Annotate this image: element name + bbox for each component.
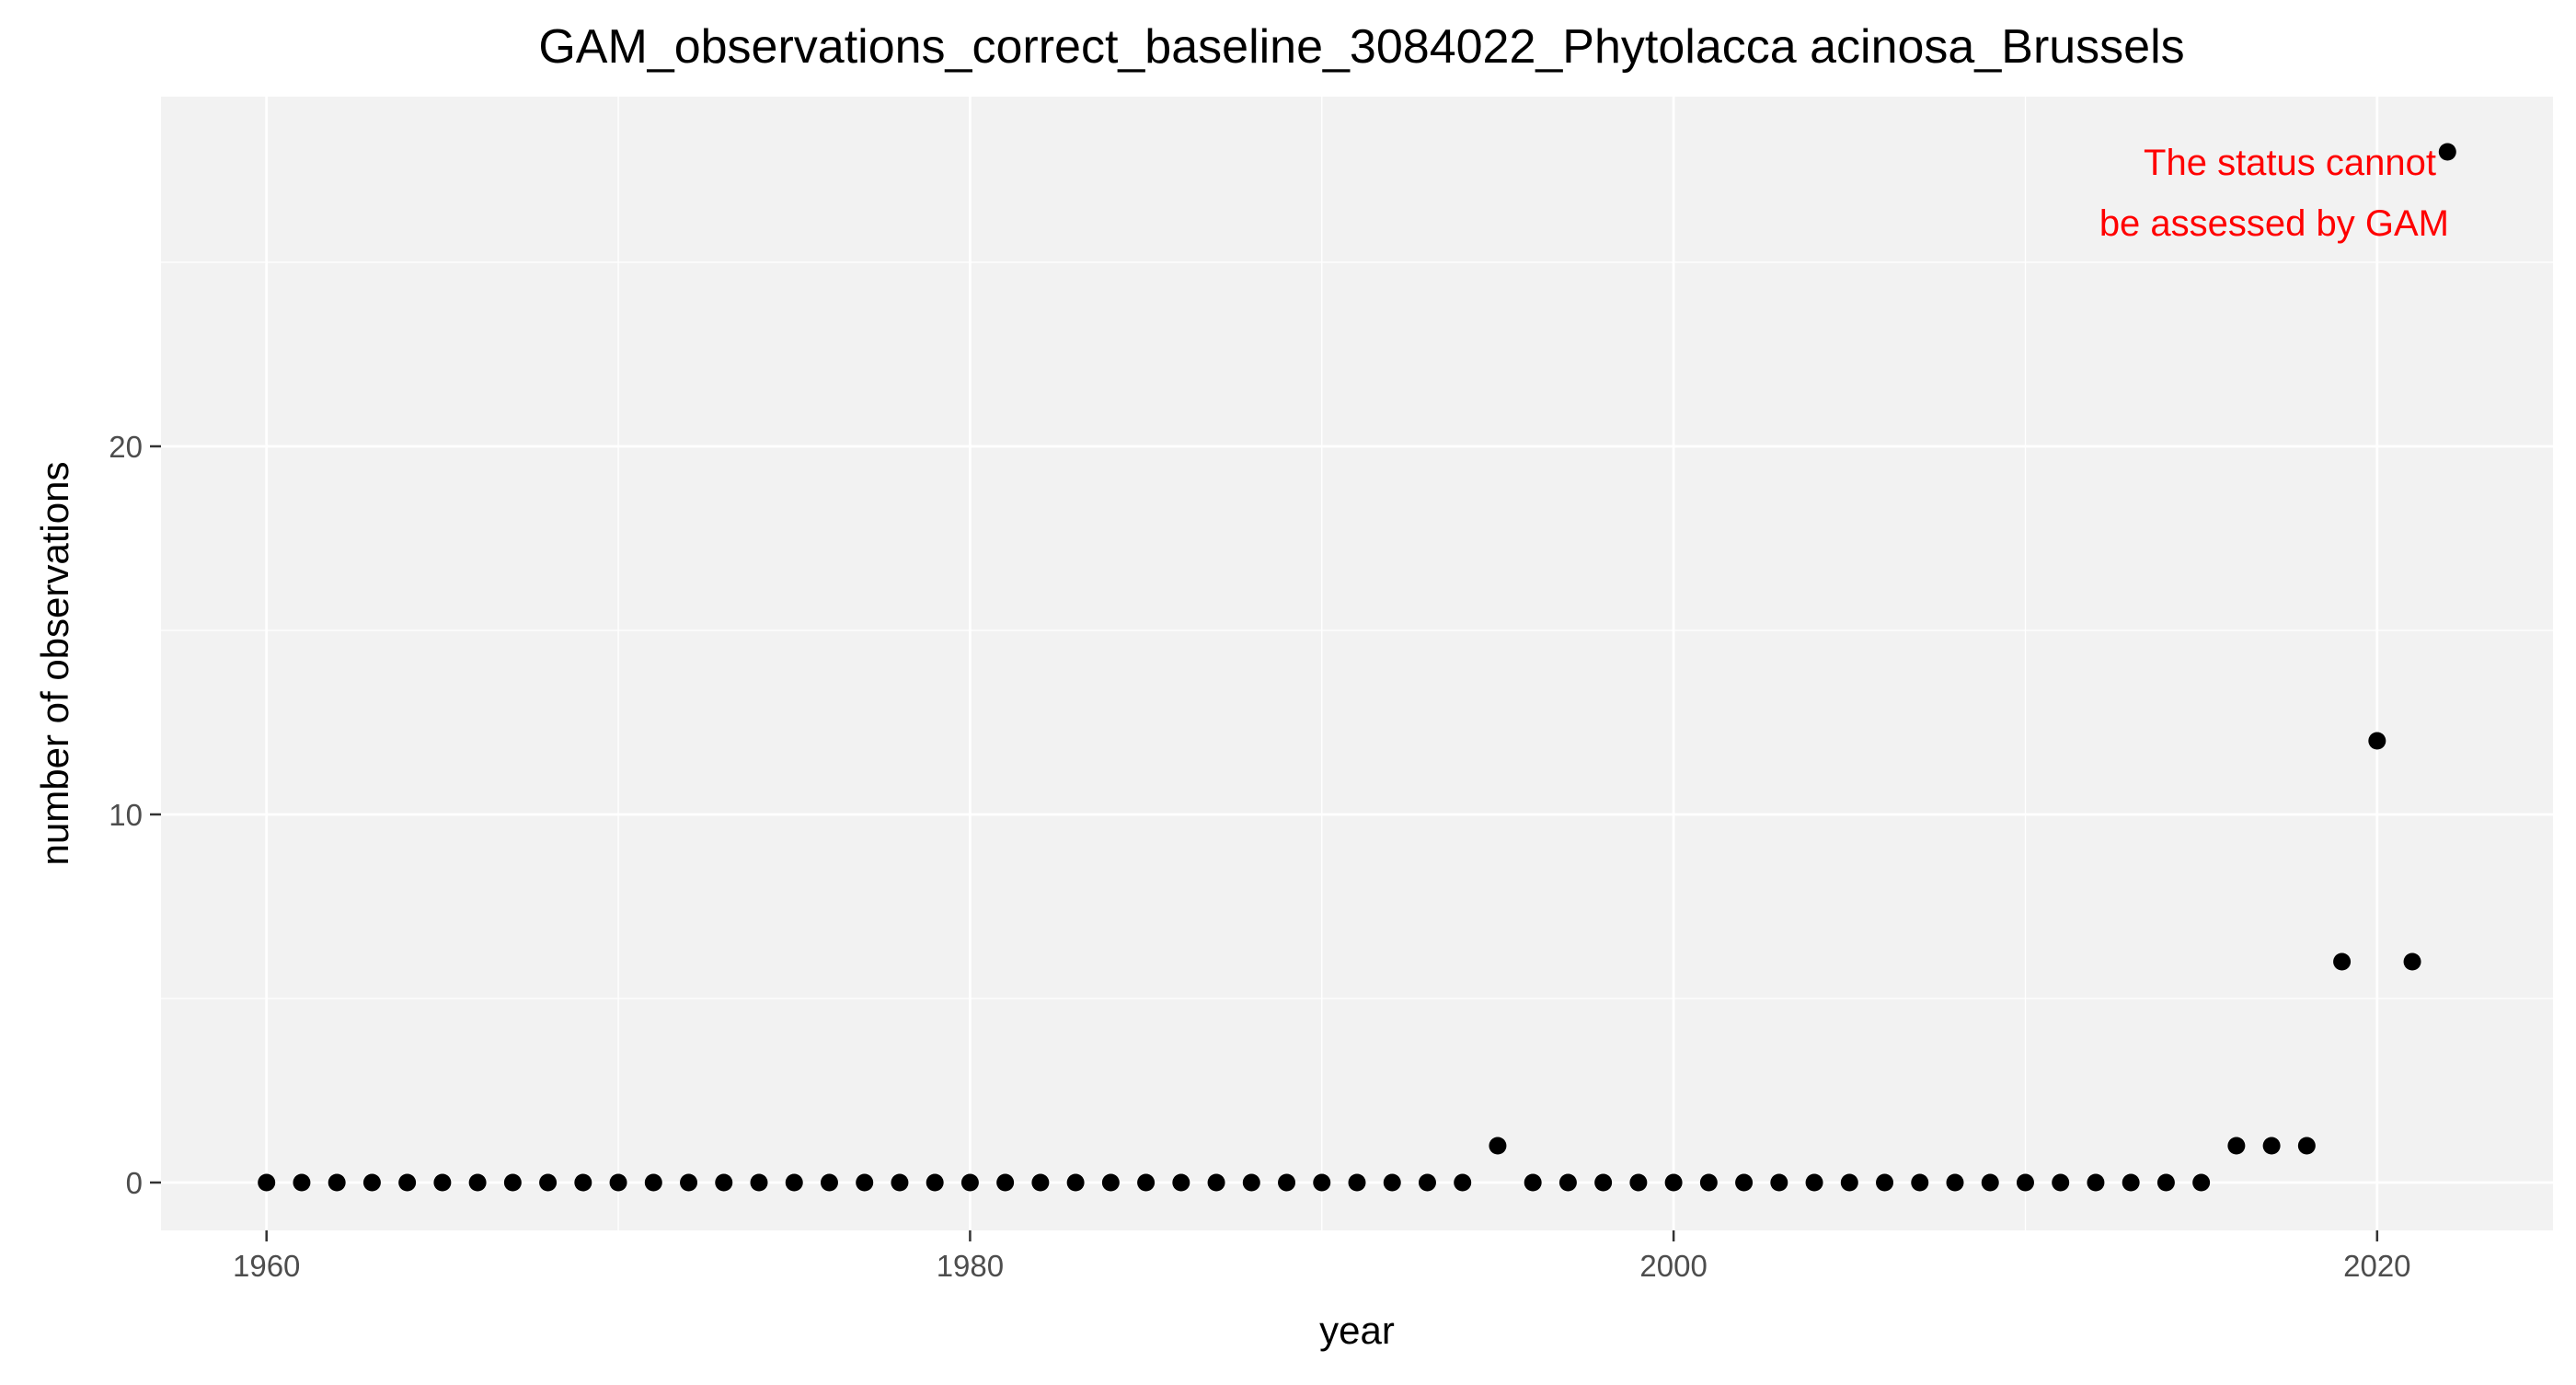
axes: 1960 1980 2000 2020 0 10 20 (109, 430, 2410, 1283)
data-point (1137, 1173, 1156, 1192)
data-point (433, 1173, 452, 1192)
data-point (891, 1173, 909, 1192)
data-point (258, 1173, 276, 1192)
y-axis-label: number of observations (33, 462, 76, 866)
data-point (1454, 1173, 1472, 1192)
data-point (1101, 1173, 1120, 1192)
data-point (1770, 1173, 1788, 1192)
data-point (1418, 1173, 1436, 1192)
data-point (293, 1173, 311, 1192)
data-point (1699, 1173, 1718, 1192)
data-point (1489, 1137, 1507, 1155)
data-point (1840, 1173, 1858, 1192)
data-point (1348, 1173, 1366, 1192)
data-point (2262, 1137, 2281, 1155)
data-point (468, 1173, 487, 1192)
data-point (1805, 1173, 1823, 1192)
data-point (398, 1173, 417, 1192)
data-point (644, 1173, 662, 1192)
data-point (2192, 1173, 2211, 1192)
data-point (856, 1173, 874, 1192)
data-point (609, 1173, 627, 1192)
data-point (1242, 1173, 1260, 1192)
data-point (2297, 1137, 2316, 1155)
data-point (1981, 1173, 1999, 1192)
data-point (680, 1173, 698, 1192)
data-point (2333, 952, 2352, 971)
data-point (574, 1173, 592, 1192)
data-points (258, 143, 2456, 1192)
data-point (926, 1173, 944, 1192)
data-point (2156, 1173, 2175, 1192)
data-point (2438, 143, 2456, 161)
data-point (1946, 1173, 1964, 1192)
x-axis-label: year (1319, 1309, 1395, 1352)
data-point (960, 1173, 979, 1192)
data-point (2368, 732, 2386, 750)
x-tick-label: 1960 (233, 1249, 300, 1283)
chart-title: GAM_observations_correct_baseline_308402… (538, 20, 2184, 74)
data-point (1594, 1173, 1613, 1192)
data-point (1172, 1173, 1190, 1192)
x-tick-label: 2000 (1639, 1249, 1707, 1283)
data-point (1066, 1173, 1085, 1192)
data-point (539, 1173, 558, 1192)
data-point (2016, 1173, 2034, 1192)
annotation-line-2: be assessed by GAM (2099, 203, 2449, 244)
data-point (2227, 1137, 2246, 1155)
data-point (1629, 1173, 1648, 1192)
data-point (996, 1173, 1015, 1192)
y-tick-label: 0 (126, 1166, 143, 1200)
data-point (1876, 1173, 1894, 1192)
data-point (1383, 1173, 1401, 1192)
data-point (1207, 1173, 1225, 1192)
data-point (362, 1173, 381, 1192)
data-point (750, 1173, 768, 1192)
y-tick-label: 20 (109, 430, 143, 464)
annotation-line-1: The status cannot (2144, 143, 2436, 183)
x-tick-label: 1980 (937, 1249, 1004, 1283)
data-point (1313, 1173, 1331, 1192)
data-point (1524, 1173, 1542, 1192)
plot-panel (161, 97, 2553, 1230)
data-point (2122, 1173, 2140, 1192)
data-point (820, 1173, 838, 1192)
data-point (1278, 1173, 1296, 1192)
data-point (2052, 1173, 2070, 1192)
grid-lines (161, 97, 2553, 1230)
data-point (1558, 1173, 1577, 1192)
data-point (1911, 1173, 1929, 1192)
data-point (1031, 1173, 1050, 1192)
x-tick-label: 2020 (2343, 1249, 2410, 1283)
data-point (2087, 1173, 2105, 1192)
data-point (2403, 952, 2421, 971)
data-point (1735, 1173, 1754, 1192)
data-point (503, 1173, 522, 1192)
y-tick-label: 10 (109, 798, 143, 832)
data-point (785, 1173, 803, 1192)
data-point (1664, 1173, 1683, 1192)
data-point (328, 1173, 346, 1192)
data-point (715, 1173, 733, 1192)
